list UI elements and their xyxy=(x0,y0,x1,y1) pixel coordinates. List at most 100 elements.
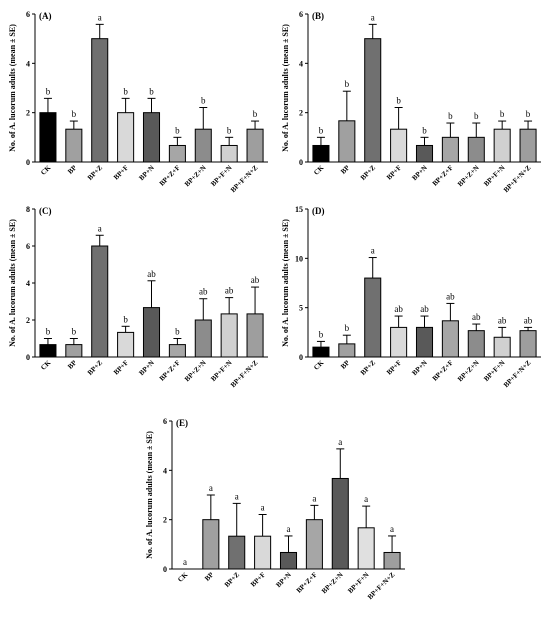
significance-letter: b xyxy=(319,329,324,339)
category-label: BP+F xyxy=(112,359,130,377)
bar-CK xyxy=(312,144,330,163)
bar-BP xyxy=(202,519,220,570)
category-label: BP xyxy=(339,163,351,175)
bar-BP xyxy=(65,344,83,358)
panel-label: (A) xyxy=(39,11,52,21)
significance-letter: b xyxy=(474,111,479,121)
significance-letter: a xyxy=(371,246,375,256)
y-tick-label: 4 xyxy=(26,59,30,68)
y-tick-label: 0 xyxy=(26,353,30,362)
bar-BP+F xyxy=(117,331,135,358)
bar-BP+Z+F xyxy=(168,344,186,358)
bar-BP+Z+N xyxy=(194,128,212,163)
bar-BP+F+N+Z xyxy=(383,551,401,570)
y-tick-label: 2 xyxy=(299,109,303,118)
category-label: BP+F xyxy=(385,359,403,377)
significance-letter: a xyxy=(261,502,265,512)
y-axis-label: No. of A. lucorum adults (mean ± SE) xyxy=(281,219,290,347)
chart-panel-4: 0 2 4 6 No. of A. lucorum adults (mean ± SE)… xyxy=(145,417,405,601)
bar-BP+Z xyxy=(228,535,246,570)
category-label: BP xyxy=(339,358,351,370)
y-tick-label: 0 xyxy=(163,565,167,574)
category-label: BP+Z+F xyxy=(158,164,182,188)
significance-letter: ab xyxy=(147,269,156,279)
bar-BP+Z+N xyxy=(467,136,485,163)
significance-letter: ab xyxy=(498,315,507,325)
category-label: CK xyxy=(312,358,325,371)
significance-letter: b xyxy=(123,86,128,96)
significance-letter: b xyxy=(123,314,128,324)
significance-letter: ab xyxy=(199,287,208,297)
significance-letter: a xyxy=(371,12,375,22)
category-label: BP+Z+N xyxy=(320,571,345,596)
bar-BP+Z+F xyxy=(305,519,323,570)
significance-letter: a xyxy=(338,437,342,447)
bar-BP+N xyxy=(142,112,161,163)
bar-BP+F xyxy=(117,112,135,163)
significance-letter: b xyxy=(396,95,401,105)
bar-BP+Z+N xyxy=(194,319,212,358)
panel-label: (E) xyxy=(176,418,188,428)
y-tick-label: 15 xyxy=(295,205,303,214)
category-label: CK xyxy=(176,570,189,583)
significance-letter: ab xyxy=(446,291,455,301)
y-tick-label: 6 xyxy=(26,242,30,251)
panel-label: (C) xyxy=(39,206,52,216)
chart-panel-2: 0 2 4 6 8 No. of A. lucorum adults (mean ± SE… xyxy=(8,205,268,389)
category-label: BP+F+N xyxy=(209,164,233,188)
category-label: BP+F+N+Z xyxy=(502,359,533,390)
bar-BP+Z+F xyxy=(441,136,459,163)
bar-BP+Z+F xyxy=(168,144,186,163)
bar-BP xyxy=(338,343,356,358)
bar-BP+Z xyxy=(364,277,382,358)
category-label: CK xyxy=(312,163,325,176)
y-tick-label: 8 xyxy=(26,205,30,214)
significance-letter: b xyxy=(149,86,154,96)
category-label: BP+Z xyxy=(359,359,377,377)
significance-letter: ab xyxy=(251,275,260,285)
significance-letter: a xyxy=(312,493,316,503)
y-tick-label: 0 xyxy=(26,158,30,167)
significance-letter: b xyxy=(201,95,206,105)
bar-BP+F xyxy=(254,535,272,570)
bar-BP+N xyxy=(415,144,434,163)
category-label: BP+N xyxy=(411,164,429,182)
bar-BP+Z+N xyxy=(331,477,349,570)
y-tick-label: 2 xyxy=(26,316,30,325)
bar-BP+F+N xyxy=(220,313,238,358)
significance-letter: b xyxy=(448,111,453,121)
bar-BP+F+N+Z xyxy=(246,313,264,358)
significance-letter: a xyxy=(364,494,368,504)
y-tick-label: 0 xyxy=(299,353,303,362)
significance-letter: a xyxy=(235,491,239,501)
significance-letter: ab xyxy=(420,304,429,314)
y-tick-label: 2 xyxy=(26,109,30,118)
panel-label: (B) xyxy=(312,11,324,21)
significance-letter: ab xyxy=(394,304,403,314)
bar-BP+N xyxy=(415,326,434,358)
category-label: BP+F xyxy=(249,571,267,589)
significance-letter: b xyxy=(526,109,531,119)
category-label: BP+Z+F xyxy=(431,164,455,188)
category-label: BP xyxy=(66,163,78,175)
significance-letter: b xyxy=(72,327,77,337)
significance-letter: a xyxy=(98,223,102,233)
category-label: BP+Z xyxy=(86,359,104,377)
significance-letter: ab xyxy=(524,315,533,325)
category-label: BP+Z+N xyxy=(183,359,208,384)
category-label: BP+F xyxy=(112,164,130,182)
category-label: CK xyxy=(39,163,52,176)
bar-BP+F+N+Z xyxy=(519,330,537,358)
y-tick-label: 0 xyxy=(299,158,303,167)
bar-BP+N xyxy=(142,307,161,358)
bar-BP+Z xyxy=(91,245,109,358)
category-label: BP+F+N xyxy=(482,164,506,188)
category-label: BP xyxy=(203,570,215,582)
significance-letter: b xyxy=(46,327,51,337)
bar-CK xyxy=(39,344,57,358)
significance-letter: b xyxy=(345,323,350,333)
y-tick-label: 6 xyxy=(299,10,303,19)
y-axis-label: No. of A. lucorum adults (mean ± SE) xyxy=(145,431,154,559)
bar-BP xyxy=(338,120,356,163)
